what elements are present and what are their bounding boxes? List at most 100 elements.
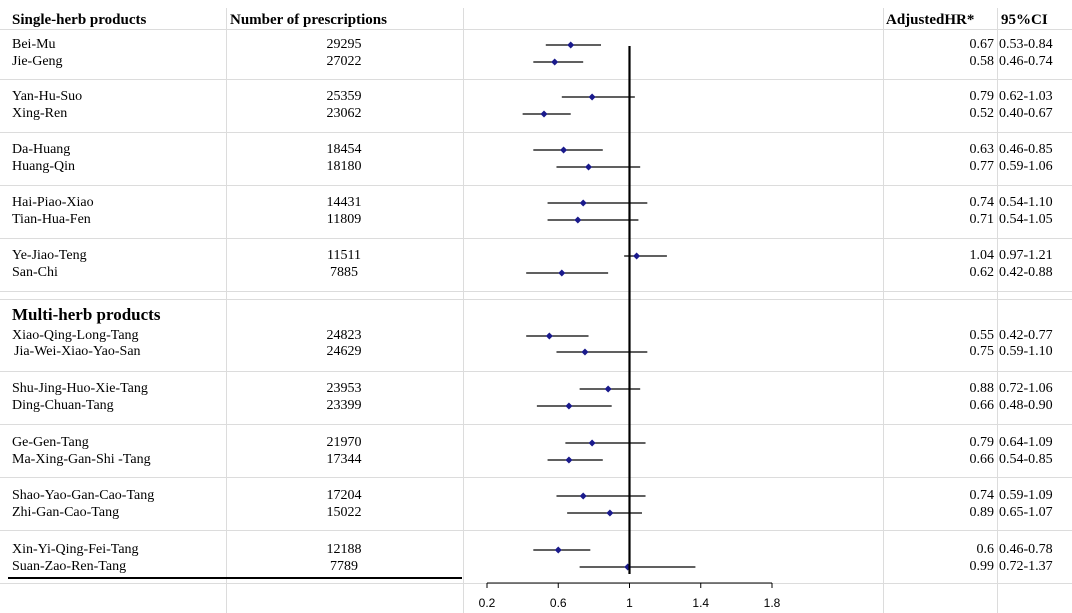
- row-95ci: 0.59-1.09: [999, 488, 1053, 503]
- row-adjusted-hr: 0.79: [969, 89, 995, 104]
- row-prescription-count: 23062: [326, 106, 362, 121]
- grid-line: [0, 477, 1072, 478]
- hr-point-marker: [574, 216, 582, 224]
- row-95ci: 0.72-1.06: [999, 381, 1053, 396]
- hr-point-marker: [588, 93, 596, 101]
- row-prescription-count: 15022: [326, 505, 362, 520]
- header-herb: Single-herb products: [12, 12, 147, 28]
- x-tick-label: 0.6: [550, 596, 567, 610]
- row-herb-name: Jia-Wei-Xiao-Yao-San: [14, 344, 141, 359]
- hr-point-marker: [565, 402, 573, 410]
- row-prescription-count: 17204: [326, 488, 362, 503]
- hr-point-marker: [560, 146, 568, 154]
- row-prescription-count: 18180: [326, 159, 362, 174]
- row-prescription-count: 7885: [330, 265, 358, 280]
- row-95ci: 0.40-0.67: [999, 106, 1053, 121]
- row-herb-name: Hai-Piao-Xiao: [12, 195, 94, 210]
- row-herb-name: Ma-Xing-Gan-Shi -Tang: [12, 452, 151, 467]
- hr-point-marker: [558, 269, 566, 277]
- row-herb-name: Shao-Yao-Gan-Cao-Tang: [12, 488, 155, 503]
- row-herb-name: Xiao-Qing-Long-Tang: [12, 328, 139, 343]
- row-95ci: 0.46-0.78: [999, 542, 1053, 557]
- row-adjusted-hr: 0.74: [969, 488, 995, 503]
- row-adjusted-hr: 0.99: [969, 559, 995, 574]
- row-95ci: 0.48-0.90: [999, 398, 1053, 413]
- row-prescription-count: 18454: [326, 142, 362, 157]
- row-adjusted-hr: 0.67: [969, 37, 995, 52]
- row-adjusted-hr: 0.77: [969, 159, 995, 174]
- row-95ci: 0.64-1.09: [999, 435, 1053, 450]
- hr-point-marker: [565, 456, 573, 464]
- hr-point-marker: [554, 546, 562, 554]
- x-tick-label: 1: [626, 596, 633, 610]
- row-prescription-count: 29295: [326, 37, 362, 52]
- hr-point-marker: [545, 332, 553, 340]
- row-prescription-count: 27022: [326, 54, 362, 69]
- row-95ci: 0.46-0.74: [999, 54, 1053, 69]
- row-prescription-count: 23953: [326, 381, 362, 396]
- row-herb-name: Ge-Gen-Tang: [12, 435, 89, 450]
- row-adjusted-hr: 0.66: [969, 398, 995, 413]
- grid-line: [0, 371, 1072, 372]
- hr-point-marker: [588, 439, 596, 447]
- x-tick-label: 1.8: [764, 596, 781, 610]
- grid-line: [0, 424, 1072, 425]
- row-adjusted-hr: 0.88: [969, 381, 995, 396]
- hr-point-marker: [581, 348, 589, 356]
- row-prescription-count: 24629: [326, 344, 362, 359]
- row-prescription-count: 21970: [326, 435, 362, 450]
- grid-line: [0, 132, 1072, 133]
- row-95ci: 0.54-1.10: [999, 195, 1053, 210]
- header-prescriptions: Number of prescriptions: [230, 12, 387, 28]
- row-adjusted-hr: 0.71: [969, 212, 995, 227]
- row-adjusted-hr: 0.63: [969, 142, 995, 157]
- row-adjusted-hr: 0.79: [969, 435, 995, 450]
- row-adjusted-hr: 0.74: [969, 195, 995, 210]
- row-95ci: 0.42-0.88: [999, 265, 1053, 280]
- row-herb-name: Tian-Hua-Fen: [12, 212, 91, 227]
- row-adjusted-hr: 0.55: [969, 328, 995, 343]
- row-adjusted-hr: 0.6: [976, 542, 995, 557]
- section-multi-herb-title: Multi-herb products: [12, 305, 161, 324]
- row-herb-name: Bei-Mu: [12, 37, 56, 52]
- row-prescription-count: 7789: [330, 559, 358, 574]
- row-prescription-count: 12188: [326, 542, 362, 557]
- row-prescription-count: 25359: [326, 89, 362, 104]
- row-prescription-count: 11809: [326, 212, 362, 227]
- hr-point-marker: [579, 199, 587, 207]
- row-herb-name: Da-Huang: [12, 142, 71, 157]
- row-95ci: 0.42-0.77: [999, 328, 1053, 343]
- grid-line: [0, 29, 1072, 30]
- hr-point-marker: [585, 163, 593, 171]
- row-prescription-count: 24823: [326, 328, 362, 343]
- grid-line: [0, 185, 1072, 186]
- row-adjusted-hr: 0.52: [969, 106, 995, 121]
- row-herb-name: Suan-Zao-Ren-Tang: [12, 559, 127, 574]
- row-prescription-count: 23399: [326, 398, 362, 413]
- row-95ci: 0.59-1.10: [999, 344, 1053, 359]
- row-herb-name: Shu-Jing-Huo-Xie-Tang: [12, 381, 148, 396]
- row-prescription-count: 14431: [326, 195, 362, 210]
- row-95ci: 0.59-1.06: [999, 159, 1053, 174]
- row-prescription-count: 17344: [326, 452, 362, 467]
- row-adjusted-hr: 0.62: [969, 265, 995, 280]
- row-herb-name: Huang-Qin: [12, 159, 75, 174]
- row-adjusted-hr: 1.04: [969, 248, 995, 263]
- row-herb-name: Ding-Chuan-Tang: [12, 398, 114, 413]
- column-divider: [226, 8, 227, 613]
- grid-line: [0, 238, 1072, 239]
- row-95ci: 0.46-0.85: [999, 142, 1053, 157]
- row-prescription-count: 11511: [327, 248, 361, 263]
- hr-point-marker: [606, 509, 614, 517]
- row-herb-name: Yan-Hu-Suo: [12, 89, 83, 104]
- row-adjusted-hr: 0.58: [969, 54, 995, 69]
- hr-point-marker: [551, 58, 559, 66]
- hr-point-marker: [567, 41, 575, 49]
- grid-line: [0, 530, 1072, 531]
- row-95ci: 0.97-1.21: [999, 248, 1053, 263]
- row-95ci: 0.54-0.85: [999, 452, 1053, 467]
- x-tick-label: 0.2: [479, 596, 496, 610]
- row-adjusted-hr: 0.89: [969, 505, 995, 520]
